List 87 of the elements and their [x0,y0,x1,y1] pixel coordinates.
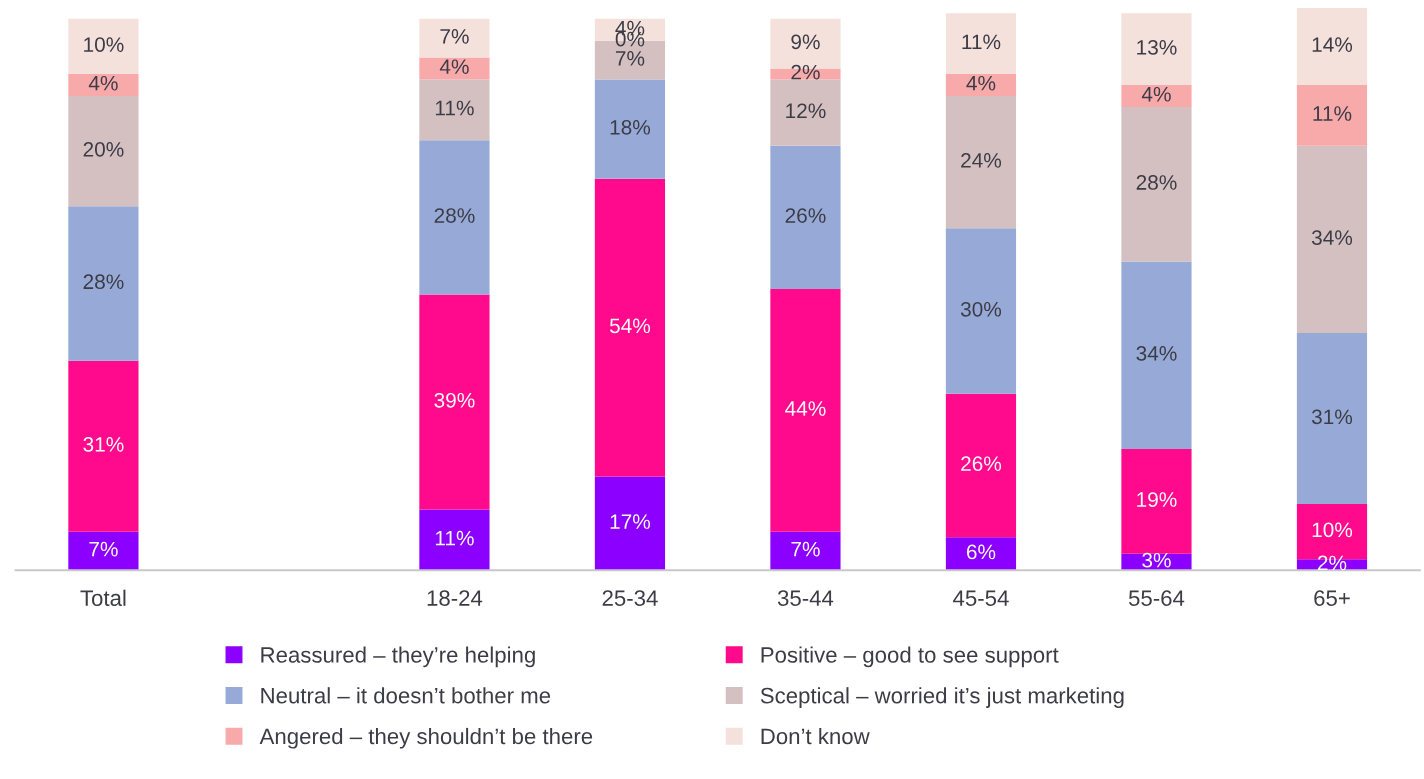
data-label: 31% [83,437,124,452]
data-label: 9% [791,34,820,50]
data-label: 30% [960,301,1002,317]
data-label: 4% [966,75,996,91]
bar [1121,261,1192,449]
bar [68,96,139,207]
bar [945,537,1017,571]
bar [594,178,666,477]
bar [68,531,139,571]
bar [770,289,841,532]
x-tick-label: Total [80,589,126,606]
data-label: 26% [961,456,1002,472]
bar [1296,145,1368,334]
bar [1121,84,1192,108]
bar [945,13,1017,74]
legend-label: Angered – they shouldn’t be there [259,727,593,749]
data-label: 3% [1142,552,1171,568]
x-tick-label: 65+ [1314,590,1350,606]
x-tick-label: 18-24 [427,590,483,606]
data-label: 24% [961,153,1002,168]
bar [68,206,139,361]
data-label: 13% [1137,39,1177,55]
data-label: 2% [1317,555,1347,571]
bar [1296,333,1368,505]
bar [419,294,490,510]
data-label: 19% [1137,492,1177,507]
data-label: 34% [1136,346,1177,361]
data-label: 31% [1311,409,1353,425]
x-tick-label: 55-64 [1128,590,1185,606]
data-label: 39% [434,392,475,408]
data-label: 28% [83,274,124,290]
data-label: 4% [88,75,118,91]
data-label: 28% [1136,175,1177,190]
data-label: 14% [1312,37,1353,52]
bar [419,140,490,295]
legend-label: Neutral – it doesn’t bother me [261,687,551,704]
legend-label: Reassured – they’re helping [261,646,535,668]
bar [1121,13,1192,85]
bar [68,18,139,74]
data-label: 4% [1141,86,1171,102]
bar [945,96,1017,229]
bar [945,73,1017,97]
data-label: 11% [962,34,1001,50]
data-label: 34% [1311,230,1353,245]
bar [1296,84,1368,146]
data-label: 54% [609,318,651,334]
data-label: 28% [434,208,475,223]
bar [1121,448,1192,554]
x-tick-label: 35-44 [777,590,834,606]
bar [945,228,1017,394]
bar [68,73,139,97]
bar [419,57,490,80]
data-label: 6% [966,544,996,560]
legend-label: Positive – good to see support [761,646,1059,668]
bar [1121,107,1192,262]
data-label: 44% [785,401,826,416]
data-label: 4% [439,59,469,74]
bar [419,18,490,58]
data-label: 17% [610,514,651,529]
legend-label: Sceptical – worried it’s just marketing [760,687,1124,708]
data-label: 20% [83,142,124,157]
data-label: 10% [84,37,124,52]
bar [68,360,139,532]
data-label: 7% [89,541,118,557]
data-label: 7% [791,541,820,557]
bar [770,145,841,290]
bar [1296,7,1368,85]
data-label: 11% [435,100,474,116]
x-tick-label: 45-54 [953,590,1009,606]
bar [419,79,490,141]
data-label: 18% [610,119,651,135]
data-label: 7% [615,51,645,66]
bar [770,531,841,571]
bar [945,393,1017,538]
data-label: 26% [785,208,826,223]
bar [419,509,490,571]
data-label: 11% [1313,106,1352,121]
data-label: 12% [786,103,826,119]
data-label: 10% [1312,522,1353,538]
bar [594,79,666,179]
x-tick-label: 25-34 [602,590,658,606]
data-label: 2% [791,64,820,80]
legend-label: Don’t know [761,727,870,745]
data-label: 11% [435,530,474,546]
bar [594,476,666,571]
data-label: 7% [440,29,469,44]
bar [770,79,841,146]
